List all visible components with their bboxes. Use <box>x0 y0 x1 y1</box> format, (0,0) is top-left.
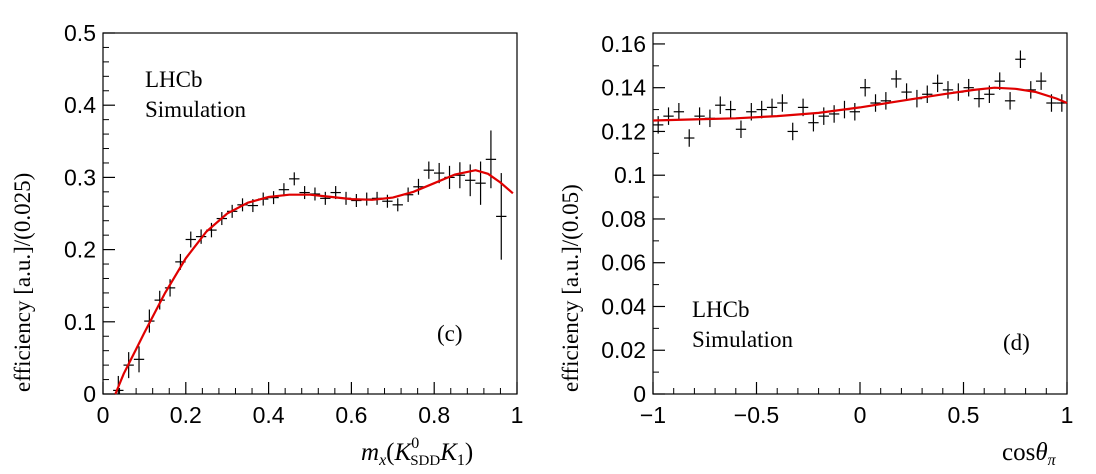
data-points <box>113 130 507 394</box>
x-tick-label: 0 <box>97 402 110 428</box>
x-axis-title-sup0: 0 <box>411 435 419 452</box>
y-tick-label: 0.1 <box>64 309 96 335</box>
fit-curve <box>652 86 1068 122</box>
y-tick-label: 0.2 <box>64 237 96 263</box>
y-tick-label: 0.3 <box>64 164 96 190</box>
axis-ticks <box>652 43 1068 395</box>
x-tick-label: 1 <box>1061 402 1074 428</box>
y-tick-label: 0.04 <box>601 293 646 319</box>
axis-ticks <box>102 32 518 395</box>
x-tick-label: 0.8 <box>418 402 450 428</box>
plot-frame <box>102 32 518 395</box>
simulation-label: Simulation <box>145 97 246 122</box>
y-tick-label: 0.06 <box>601 250 646 276</box>
y-axis-title: efficiency [a.u.]/(0.05) <box>558 184 583 392</box>
x-tick-label: 0.2 <box>170 402 202 428</box>
y-tick-label: 0.02 <box>601 337 646 363</box>
x-axis-title-k2: K <box>439 439 458 466</box>
y-tick-label: 0.08 <box>601 206 646 232</box>
chart-panel-c: 0 0.2 0.4 0.6 0.8 1 0 0.1 0.2 0.3 0.4 0.5 LHCb Simu… <box>10 20 523 469</box>
x-axis-title-pi: π <box>1048 452 1057 469</box>
fit-curve <box>114 169 514 395</box>
y-tick-label: 0.14 <box>601 75 646 101</box>
y-tick-label: 0.12 <box>601 118 646 144</box>
lhcb-label: LHCb <box>145 67 203 92</box>
tick-labels: −1 −0.5 0 0.5 1 0 0.02 0.04 0.06 0.08 0.1 0.12 0.14 0… <box>601 31 1073 428</box>
x-axis-title-sub-x: x <box>378 452 386 469</box>
panel-label: (c) <box>437 321 463 346</box>
x-axis-title-m: m <box>361 439 379 466</box>
lhcb-label: LHCb <box>692 297 750 322</box>
x-tick-label: 0.5 <box>948 402 980 428</box>
y-tick-label: 0 <box>83 381 96 407</box>
x-tick-label: −1 <box>640 402 666 428</box>
panel-label: (d) <box>1003 330 1030 355</box>
y-tick-label: 0.16 <box>601 31 646 57</box>
x-axis-title-subsdd: SDD <box>410 453 440 469</box>
x-tick-label: 1 <box>511 402 524 428</box>
tick-labels: 0 0.2 0.4 0.6 0.8 1 0 0.1 0.2 0.3 0.4 0.5 <box>64 20 523 428</box>
y-tick-label: 0.5 <box>64 20 96 46</box>
y-axis-title: efficiency [a.u.]/(0.025) <box>10 173 35 392</box>
x-axis-title-open: ( <box>386 439 394 466</box>
simulation-label: Simulation <box>692 327 793 352</box>
x-axis-title-theta: θ <box>1035 439 1047 466</box>
x-tick-label: −0.5 <box>734 402 779 428</box>
x-tick-label: 0.6 <box>335 402 367 428</box>
x-axis-title: mx(K0 SDDK1) <box>361 435 473 469</box>
y-tick-label: 0.4 <box>64 92 96 118</box>
x-axis-title-k: K <box>394 439 413 466</box>
y-tick-label: 0 <box>633 381 646 407</box>
x-tick-label: 0.4 <box>253 402 285 428</box>
y-tick-label: 0.1 <box>614 162 646 188</box>
x-axis-title-sub1: 1 <box>457 452 465 469</box>
x-axis-title: cosθπ <box>1002 439 1057 469</box>
x-axis-title-close: ) <box>465 439 473 466</box>
data-points <box>653 50 1067 147</box>
x-tick-label: 0 <box>854 402 867 428</box>
x-axis-title-cos: cos <box>1002 439 1035 466</box>
chart-panel-d: −1 −0.5 0 0.5 1 0 0.02 0.04 0.06 0.08 0.1 0.12 0.14 0… <box>558 31 1073 469</box>
